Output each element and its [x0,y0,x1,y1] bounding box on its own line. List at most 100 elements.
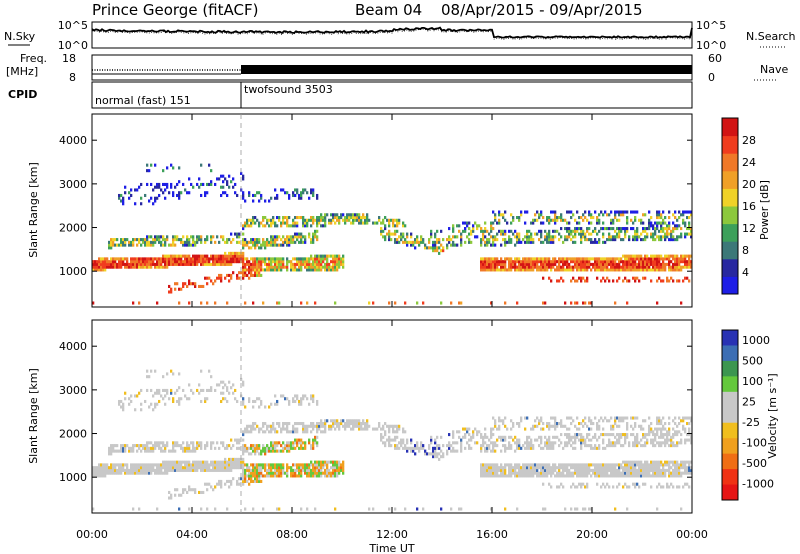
power-data-cell [508,238,511,242]
velocity-data-cell [282,441,285,445]
power-data-cell [242,268,245,272]
power-data-cell [172,235,175,239]
power-data-cell [260,257,263,261]
velocity-data-cell [130,468,133,472]
power-data-cell [312,218,315,222]
power-data-cell [278,257,281,261]
velocity-data-cell [314,463,317,467]
velocity-data-cell [226,468,229,472]
power-data-cell [574,229,577,233]
power-data-cell [586,279,589,283]
velocity-data-cell [490,433,493,437]
power-data-cell [180,260,183,264]
power-data-cell [536,260,539,264]
power-data-cell [228,273,231,277]
power-data-cell [586,268,589,272]
velocity-data-cell [310,422,313,426]
velocity-data-cell [252,466,255,470]
velocity-data-cell [512,471,515,475]
power-data-cell [648,260,651,264]
power-data-cell [602,235,605,239]
power-data-cell [690,210,693,214]
velocity-data-cell [566,471,569,475]
velocity-data-cell [204,399,207,404]
velocity-data-cell [398,424,401,428]
power-data-cell [174,260,177,264]
velocity-data-cell [566,466,569,470]
velocity-data-cell [460,438,463,442]
velocity-data-cell [554,441,557,445]
velocity-data-cell [124,463,127,467]
power-data-cell [664,216,667,220]
power-data-cell [636,262,639,266]
velocity-data-cell [496,466,499,470]
velocity-data-cell [596,446,599,450]
power-data-cell [190,282,193,286]
velocity-data-cell [634,438,637,442]
velocity-data-cell [682,485,685,489]
velocity-data-cell [570,507,573,511]
velocity-data-cell [430,441,433,445]
velocity-data-cell [646,466,649,470]
power-data-cell [626,218,629,222]
velocity-data-cell [492,466,495,470]
power-data-cell [544,260,547,264]
velocity-data-cell [306,427,309,431]
velocity-data-cell [230,479,233,483]
power-data-cell [524,265,527,269]
velocity-data-cell [322,430,325,434]
velocity-data-cell [380,435,383,439]
velocity-data-cell [550,474,553,478]
power-data-cell [510,238,513,242]
power-data-cell [670,235,673,239]
velocity-data-cell [276,471,279,475]
power-data-cell [354,218,357,222]
velocity-data-cell [490,468,493,472]
velocity-data-cell [318,471,321,475]
velocity-data-cell [550,441,553,445]
velocity-data-cell [210,460,213,464]
velocity-data-cell [440,507,443,511]
power-data-cell [576,301,579,305]
velocity-data-cell [102,471,105,475]
power-data-cell [166,235,169,239]
velocity-data-cell [600,466,603,470]
power-data-cell [548,265,551,269]
power-data-cell [362,221,365,225]
power-data-cell [150,182,153,186]
power-data-cell [302,221,305,225]
power-data-cell [268,268,271,272]
power-data-cell [340,262,343,266]
velocity-data-cell [630,474,633,478]
velocity-data-cell [622,466,625,470]
power-data-cell [658,265,661,269]
velocity-data-cell [632,427,635,431]
velocity-data-cell [138,444,141,448]
velocity-data-cell [178,399,181,404]
power-data-cell [578,221,581,225]
power-data-cell [488,262,491,266]
power-data-cell [110,262,113,266]
power-data-cell [672,265,675,269]
power-data-cell [556,260,559,264]
power-data-cell [508,229,511,233]
velocity-data-cell [220,441,223,445]
power-data-cell [680,254,683,258]
power-data-cell [270,218,273,222]
power-data-cell [262,224,265,228]
power-data-cell [640,265,643,269]
velocity-data-cell [212,468,215,472]
power-data-cell [552,260,555,264]
power-data-cell [132,260,135,264]
power-data-cell [490,221,493,225]
velocity-data-cell [620,435,623,439]
power-data-cell [538,229,541,233]
velocity-data-cell [610,471,613,475]
velocity-data-cell [120,405,123,409]
velocity-data-cell [312,424,315,428]
velocity-data-cell [668,460,671,464]
velocity-data-cell [502,435,505,439]
velocity-data-cell [550,485,553,489]
velocity-data-cell [312,471,315,475]
